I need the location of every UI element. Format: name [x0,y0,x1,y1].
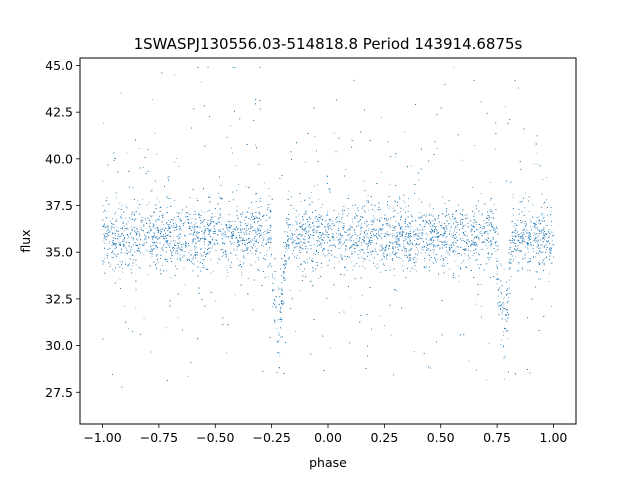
y-tick-label: 40.0 [45,151,73,166]
y-tick-label: 45.0 [45,58,73,73]
y-tick-label: 42.5 [45,105,73,120]
x-tick-label: −0.50 [196,430,234,445]
y-axis-label: flux [18,229,33,252]
x-tick-label: −0.75 [140,430,178,445]
x-axis: −1.00 −0.75 −0.50 −0.25 0.00 0.25 0.50 0.75 1.00 [83,424,567,445]
x-tick-label: 0.50 [427,430,455,445]
x-axis-label: phase [309,455,347,470]
x-tick-label: −0.25 [252,430,290,445]
plot-frame [79,57,577,425]
y-tick-label: 37.5 [45,198,73,213]
x-tick-label: 0.75 [483,430,511,445]
y-tick-label: 32.5 [45,291,73,306]
x-tick-label: 0.25 [370,430,398,445]
y-tick-label: 30.0 [45,338,73,353]
y-tick-label: 27.5 [45,385,73,400]
x-tick-label: 0.00 [314,430,342,445]
data-point-batch [102,66,554,388]
chart-title: 1SWASPJ130556.03-514818.8 Period 143914.… [134,35,523,53]
x-tick-label: 1.00 [540,430,568,445]
data-points [102,66,554,388]
y-axis: 27.5 30.0 32.5 35.0 37.5 40.0 42.5 45.0 [45,58,80,400]
x-tick-label: −1.00 [83,430,121,445]
y-tick-label: 35.0 [45,245,73,260]
